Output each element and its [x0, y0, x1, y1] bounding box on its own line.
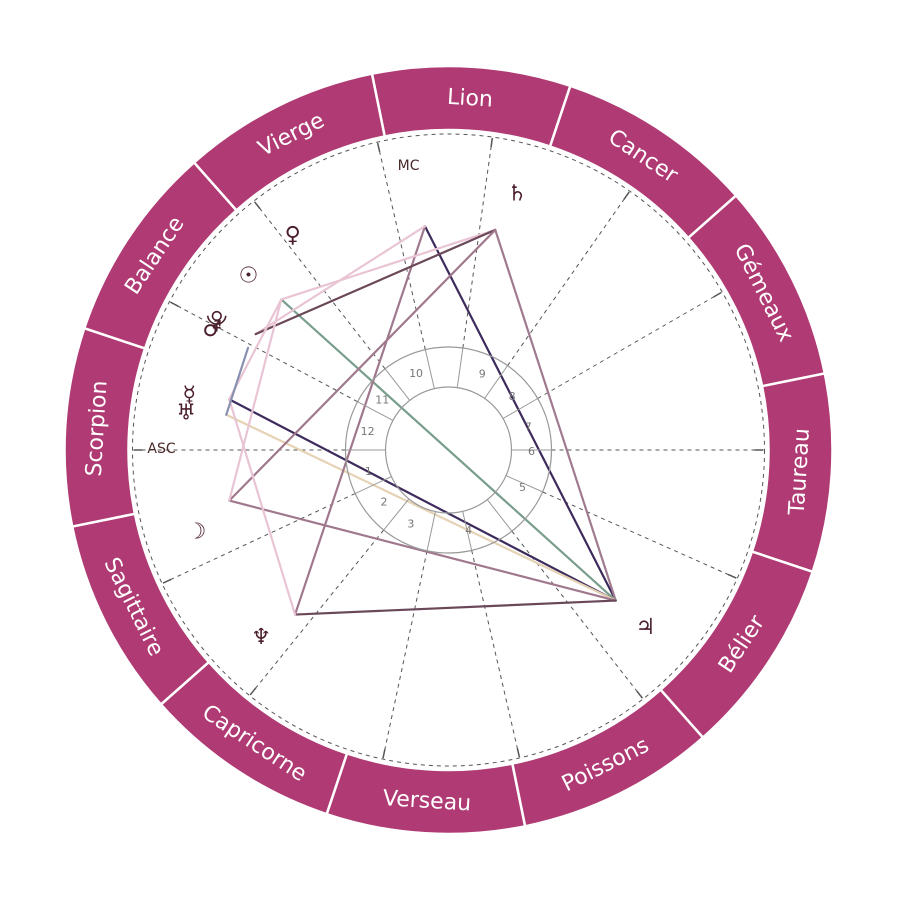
- house-divider: [424, 349, 435, 389]
- cusp-tick: [376, 142, 381, 153]
- house-divider: [484, 365, 508, 399]
- house-divider: [357, 401, 394, 421]
- cusp-tick: [516, 747, 521, 758]
- house-number: 1: [365, 465, 372, 478]
- house-cusp-line: [253, 200, 386, 370]
- aspect-line: [254, 228, 497, 336]
- house-divider: [384, 368, 411, 401]
- house-number: 9: [479, 368, 486, 381]
- cusp-tick: [490, 137, 494, 148]
- jupiter-icon: ♃: [636, 615, 656, 640]
- venus-icon: ♀: [285, 223, 301, 248]
- aspect-line: [494, 228, 617, 602]
- house-divider: [502, 398, 538, 419]
- house-number: 7: [525, 421, 532, 434]
- house-cusp-line: [542, 491, 738, 579]
- aspect-line: [293, 599, 617, 616]
- cusp-tick: [382, 749, 386, 759]
- aspect-line: [228, 298, 283, 401]
- house-cusp-line: [169, 301, 358, 403]
- mercury-icon: ☿: [183, 382, 197, 407]
- asc-label: ASC: [147, 441, 175, 457]
- cusp-tick: [253, 201, 261, 210]
- saturn-icon: ♄: [507, 182, 527, 207]
- zodiac-sign-label: Taureau: [785, 427, 815, 516]
- house-divider: [426, 511, 436, 551]
- house-divider: [383, 498, 410, 531]
- zodiac-ring: [63, 64, 834, 836]
- house-number: 11: [375, 394, 389, 407]
- aspect-line: [225, 413, 617, 602]
- aspect-line: [228, 298, 283, 502]
- aspect-line: [293, 225, 427, 616]
- house-cusp-line: [537, 291, 723, 399]
- house-number: 3: [407, 517, 414, 530]
- planets: MC ASC ♄ ♀ ☉ ⯓♂ ☿♅ ☽ ♆ ♃: [147, 158, 655, 650]
- cusp-tick: [623, 191, 630, 200]
- aspect-lines: [225, 225, 617, 616]
- house-divider: [486, 499, 513, 532]
- sun-icon: ☉: [239, 264, 259, 289]
- aspect-line: [280, 228, 497, 301]
- mars-icon: ♂: [203, 317, 223, 342]
- aspect-line: [228, 499, 617, 602]
- aspect-line: [225, 346, 250, 416]
- zodiac-sign-label: Scorpion: [82, 380, 113, 477]
- house-cusp-line: [471, 550, 521, 759]
- moon-icon: ☽: [187, 519, 207, 544]
- mc-label: MC: [398, 158, 420, 174]
- aspect-line: [228, 398, 297, 616]
- aspect-line: [423, 225, 617, 602]
- zodiac-sign-label: Lion: [446, 85, 493, 113]
- zodiac-segment: [192, 72, 387, 213]
- house-number: 8: [509, 390, 516, 403]
- house-cusp-line: [462, 137, 493, 349]
- cusp-tick: [162, 578, 172, 584]
- house-divider: [456, 347, 464, 388]
- house-cusp-line: [376, 141, 426, 350]
- pluto-icon: ⯓: [206, 309, 228, 334]
- house-divider: [505, 475, 543, 493]
- aspect-line: [280, 298, 617, 602]
- zodiac-sign-label: Verseau: [382, 786, 472, 816]
- house-number: 12: [361, 425, 375, 438]
- house-divider: [354, 476, 392, 494]
- cusp-tick: [170, 301, 179, 308]
- cusp-tick: [249, 687, 257, 696]
- house-cusp-line: [507, 190, 631, 366]
- aspect-line: [228, 228, 497, 502]
- house-number: 2: [380, 496, 387, 509]
- house-number: 6: [528, 445, 535, 458]
- house-cusp-line: [161, 493, 356, 585]
- cusp-tick: [727, 573, 737, 579]
- chart-inner: [132, 133, 765, 767]
- aspect-line: [228, 398, 617, 602]
- uranus-icon: ♅: [176, 401, 196, 426]
- neptune-icon: ♆: [251, 625, 271, 650]
- cusp-tick: [713, 291, 722, 298]
- inner-dashed-circle: [132, 133, 765, 767]
- cusp-tick: [636, 690, 644, 699]
- house-divider: [462, 511, 473, 551]
- house-number: 10: [409, 367, 423, 380]
- house-number: 4: [465, 524, 472, 537]
- house-number: 5: [519, 481, 526, 494]
- house-cusp-line: [382, 550, 428, 760]
